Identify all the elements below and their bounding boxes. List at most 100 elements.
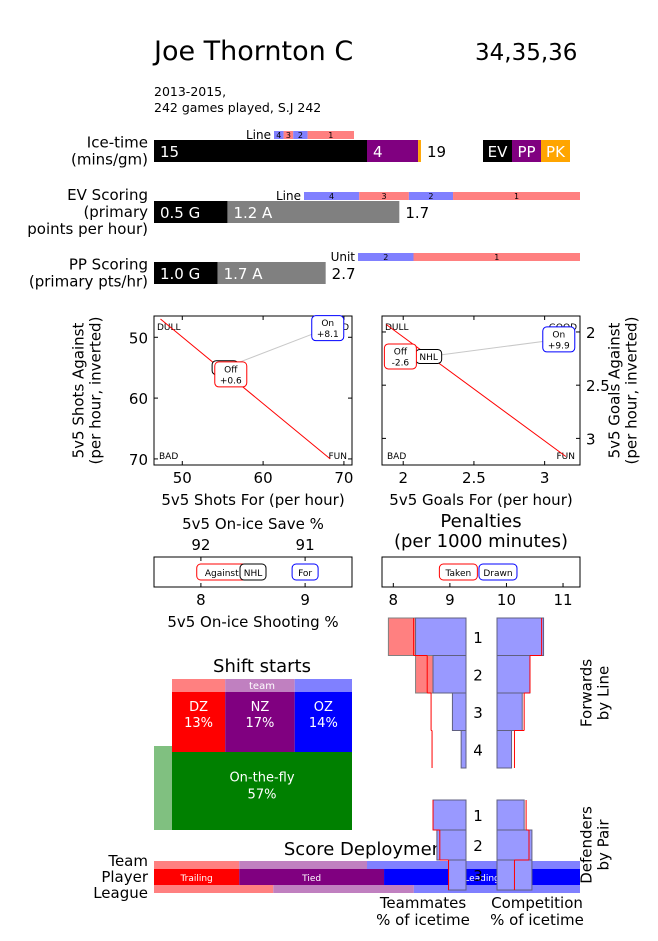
goals-point-2 bbox=[542, 326, 576, 353]
pp_scoring-line-segment-label-1: 1 bbox=[494, 253, 499, 262]
shots-corner-tl: DULL bbox=[157, 323, 181, 333]
icetime-legend-label-2: PK bbox=[546, 143, 566, 161]
player-name: Joe Thornton C bbox=[154, 36, 354, 67]
onice-marker-label-2: For bbox=[298, 569, 312, 579]
icetime-line-segment-3 bbox=[307, 131, 354, 139]
icetime-segment-2 bbox=[418, 140, 421, 162]
goals-ytick-label-1: 2.5 bbox=[586, 377, 610, 395]
pp_scoring-line-segment-label-0: 2 bbox=[383, 253, 388, 262]
onice-marker-label-0: Against bbox=[205, 569, 239, 579]
shift-otf bbox=[172, 752, 352, 830]
goals-point-label-1: Off -2.6 bbox=[392, 347, 410, 368]
pp_scoring-segment-label-0: 1.0 G bbox=[160, 265, 200, 283]
goals-corner-bl: BAD bbox=[387, 452, 406, 462]
forwards-competition-bar-3 bbox=[496, 730, 513, 769]
pp_scoring-title: PP Scoring (primary pts/hr) bbox=[29, 256, 148, 291]
score-league-0 bbox=[154, 885, 274, 893]
ev_scoring-line-segment-0 bbox=[304, 192, 360, 200]
shift-team-1 bbox=[225, 679, 295, 692]
shots-frame bbox=[153, 315, 353, 466]
penalties-xtick-label-0: 8 bbox=[389, 591, 399, 609]
defenders-competition-bar-1 bbox=[496, 829, 533, 861]
score-player-1 bbox=[239, 869, 385, 885]
penalties-frame bbox=[381, 556, 581, 588]
forwards-competition-bar-1 bbox=[496, 655, 531, 694]
forwards-row-label-0: 1 bbox=[473, 629, 483, 647]
ev_scoring-line-segment-label-3: 1 bbox=[514, 192, 519, 201]
pp_scoring-line-label: Unit bbox=[331, 250, 356, 264]
shots-ytick-label-0: 50 bbox=[129, 329, 148, 347]
icetime-legend-ev bbox=[483, 140, 512, 162]
goals-corner-br: FUN bbox=[557, 452, 576, 462]
score-team-2 bbox=[367, 861, 580, 869]
games-text: 242 games played, S.J 242 bbox=[154, 100, 322, 115]
shots-point-2 bbox=[311, 315, 345, 342]
goals-ylabel: 5v5 Goals Against(per hour, inverted) bbox=[606, 317, 641, 465]
icetime-legend-label-1: PP bbox=[517, 143, 535, 161]
forwards-competition-bar-0 bbox=[496, 617, 545, 656]
forwards-teammate-bar-3 bbox=[460, 730, 467, 769]
forwards-row-label-1: 2 bbox=[473, 666, 483, 684]
shots-xtick-label-2: 70 bbox=[334, 469, 353, 487]
icetime-segment-1 bbox=[367, 140, 419, 162]
shift-team-0 bbox=[172, 679, 226, 692]
icetime-line-segment-label-0: 4 bbox=[276, 131, 281, 140]
shots-ytick-label-2: 70 bbox=[129, 451, 148, 469]
defenders-teammate-bar-0 bbox=[432, 799, 467, 831]
competition-xlabel: Competition% of icetime bbox=[490, 894, 584, 929]
pp_scoring-line-segment-1 bbox=[413, 253, 580, 261]
goals-ytick-label-2: 3 bbox=[586, 430, 596, 448]
defenders-teammate-bar-2 bbox=[448, 859, 467, 891]
ev_scoring-segment-0 bbox=[154, 201, 228, 223]
defenders-row-label-1: 2 bbox=[473, 837, 483, 855]
defenders-row-label-0: 1 bbox=[473, 807, 483, 825]
onice-marker-2 bbox=[291, 563, 319, 581]
pp_scoring-line-segment-0 bbox=[358, 253, 414, 261]
ev_scoring-line-segment-label-0: 4 bbox=[329, 192, 334, 201]
defenders-side-label: Defendersby Pair bbox=[578, 806, 613, 884]
icetime-line-segment-label-2: 2 bbox=[298, 131, 303, 140]
score-team-1 bbox=[239, 861, 367, 869]
icetime-segment-label-0: 15 bbox=[160, 143, 179, 161]
shift-starts-title: Shift starts bbox=[213, 656, 311, 677]
shift-otf-label: On-the-fly 57% bbox=[229, 771, 294, 803]
shift-zone-0 bbox=[172, 692, 226, 752]
shots-ytick-label-1: 60 bbox=[129, 390, 148, 408]
goals-xlabel: 5v5 Goals For (per hour) bbox=[389, 491, 572, 509]
shift-zone-label-0: DZ 13% bbox=[184, 700, 213, 731]
defenders-competition-bar-0 bbox=[496, 799, 525, 831]
shots-corner-br: FUN bbox=[329, 452, 348, 462]
forwards-row-label-3: 4 bbox=[473, 741, 483, 759]
pp_scoring-total: 2.7 bbox=[332, 265, 356, 283]
ev_scoring-line-segment-label-2: 2 bbox=[428, 192, 433, 201]
icetime-line-segment-0 bbox=[274, 131, 284, 139]
goals-frame bbox=[381, 315, 581, 466]
icetime-line-segment-label-3: 1 bbox=[328, 131, 333, 140]
forwards-teammate-bar-0 bbox=[415, 617, 467, 656]
score-category-label-0: Trailing bbox=[179, 874, 212, 884]
pp_scoring-segment-1 bbox=[217, 262, 326, 284]
ev_scoring-line-label: Line bbox=[276, 189, 301, 203]
onice-top-tick-label-0: 92 bbox=[191, 536, 210, 554]
ev_scoring-segment-label-1: 1.2 A bbox=[233, 204, 273, 222]
onice-xtick-label-1: 9 bbox=[300, 591, 310, 609]
shift-otf-team bbox=[154, 746, 172, 830]
teammates-xlabel: Teammates% of icetime bbox=[376, 894, 470, 929]
shots-connector-2 bbox=[224, 327, 328, 369]
ev_scoring-total: 1.7 bbox=[405, 204, 429, 222]
ev_scoring-title: EV Scoring (primary points per hour) bbox=[27, 186, 148, 238]
score-category-label-2: Leading bbox=[464, 874, 500, 884]
icetime-segment-0 bbox=[154, 140, 367, 162]
onice-top-tick-label-1: 91 bbox=[296, 536, 315, 554]
shift-team-label: team bbox=[249, 681, 275, 692]
goals-ytick-label-0: 2 bbox=[586, 324, 596, 342]
seasons-text: 2013-2015, bbox=[154, 84, 227, 99]
forwards-side-label: Forwardsby Line bbox=[578, 659, 613, 727]
icetime-legend-label-0: EV bbox=[488, 143, 508, 161]
score-team-0 bbox=[154, 861, 240, 869]
onice-marker-label-1: NHL bbox=[244, 569, 263, 579]
penalties-xtick-label-2: 10 bbox=[497, 591, 516, 609]
shots-xtick-label-1: 60 bbox=[254, 469, 273, 487]
goals-point-1 bbox=[383, 343, 417, 370]
shots-point-label-2: On +8.1 bbox=[317, 319, 339, 340]
